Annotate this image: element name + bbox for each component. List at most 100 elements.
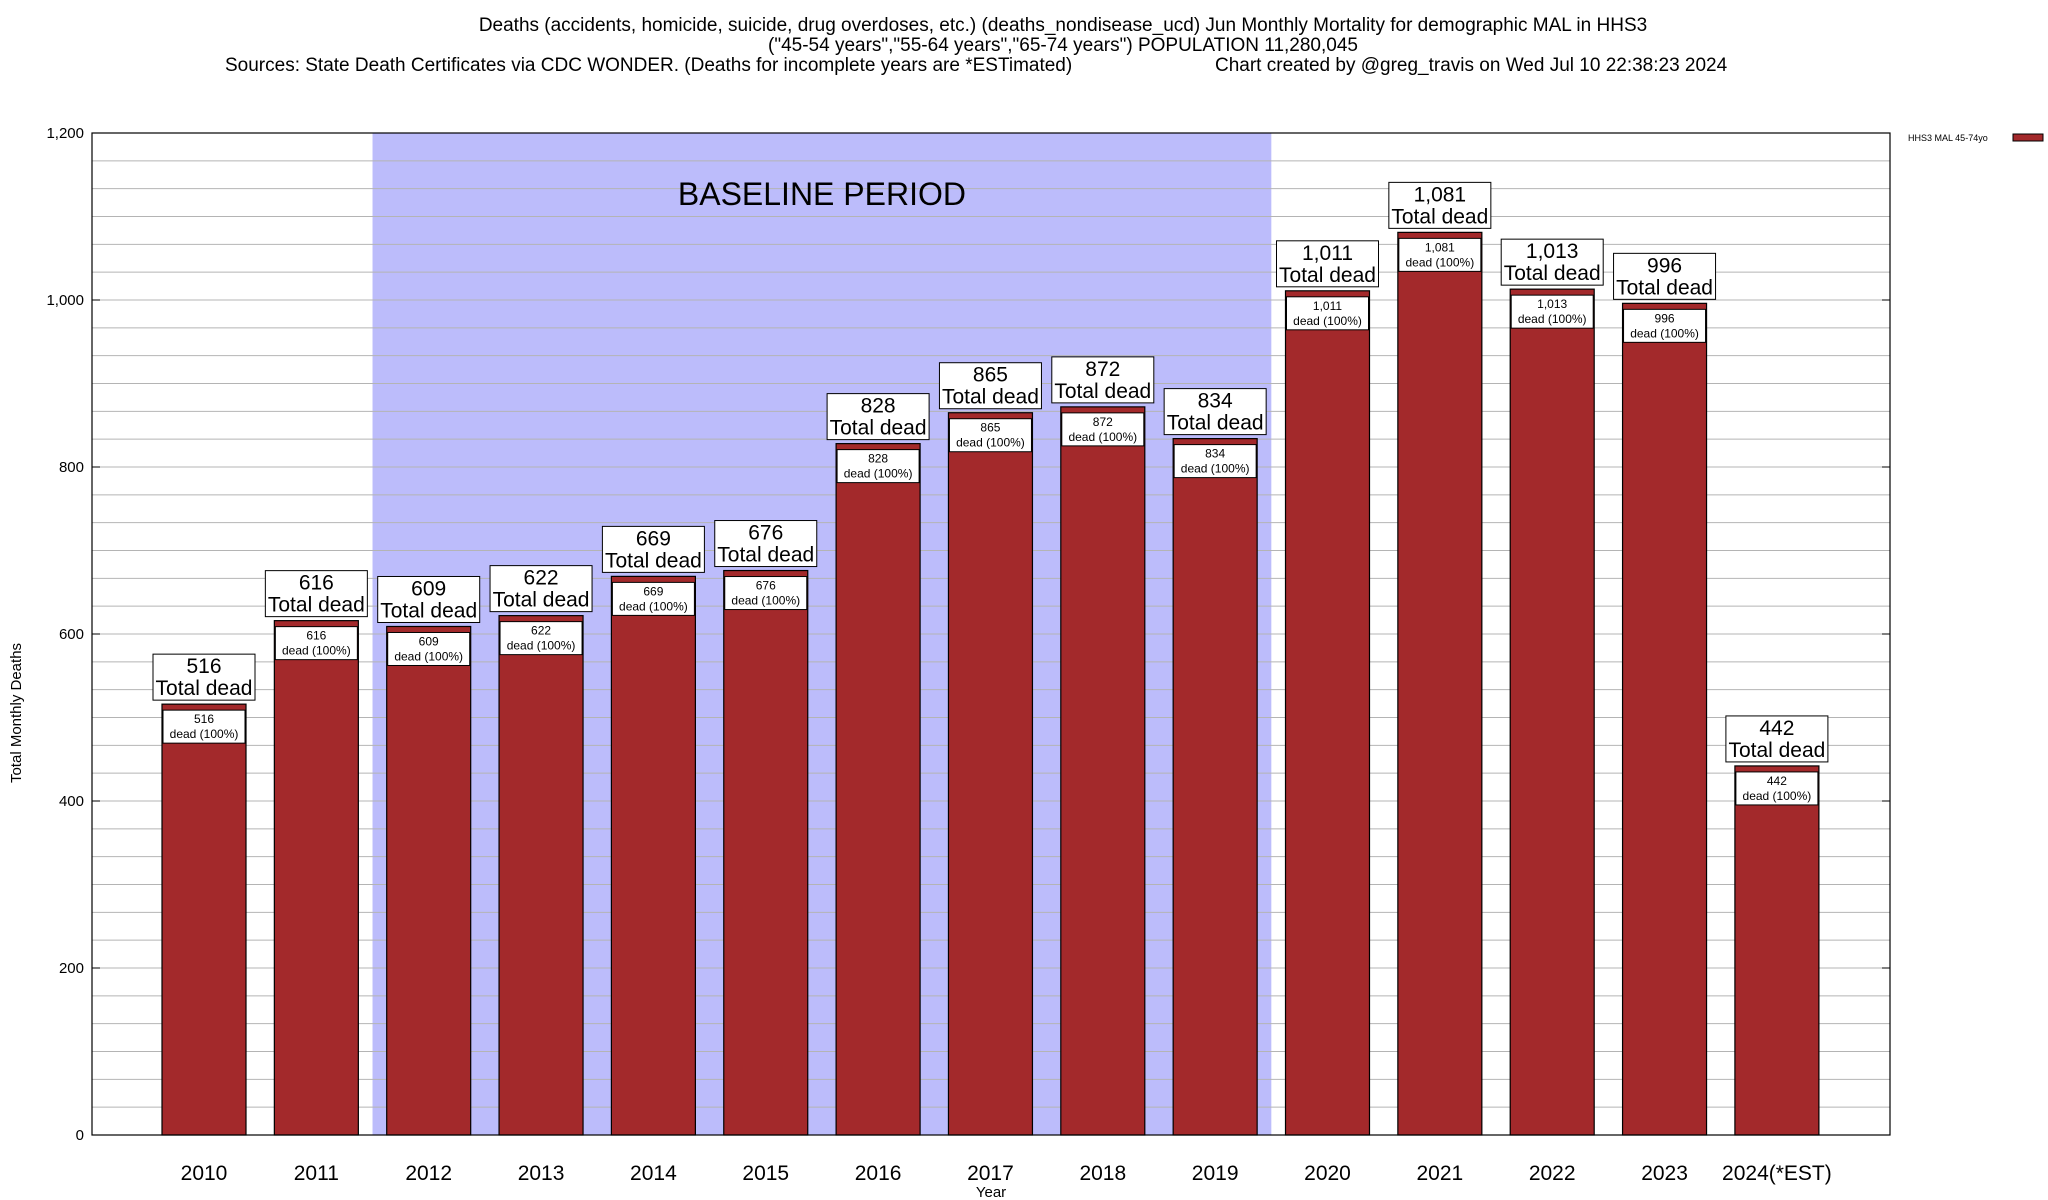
legend-swatch [2012,133,2044,142]
x-tick-label: 2024(*EST) [1722,1162,1832,1185]
small-sub-label: dead (100%) [1293,314,1362,328]
y-tick-label: 1,200 [46,125,84,142]
small-label-box [1735,771,1819,806]
x-tick-label: 2023 [1641,1162,1688,1185]
small-value-label: 516 [194,712,214,726]
bar-2020 [1284,290,1371,1136]
big-sub-label: Total dead [493,589,590,612]
small-value-label: 669 [643,584,663,598]
small-sub-label: dead (100%) [1181,462,1250,476]
big-sub-label: Total dead [717,544,814,567]
chart-sources: Sources: State Death Certificates via CD… [225,55,1072,76]
small-value-label: 1,081 [1425,240,1455,254]
bar-2022 [1509,288,1595,1136]
bar-2012 [386,625,472,1136]
small-value-label: 834 [1205,447,1225,461]
bar-2014 [610,575,697,1136]
x-axis-title: Year [976,1184,1006,1200]
big-sub-label: Total dead [268,594,365,617]
small-sub-label: dead (100%) [1630,326,1699,340]
big-value-label: 834 [1198,390,1233,413]
x-tick-label: 2020 [1304,1162,1351,1185]
big-sub-label: Total dead [1054,380,1151,403]
small-sub-label: dead (100%) [1405,255,1474,269]
big-label-box [601,525,705,573]
big-label-box [1163,388,1267,436]
legend: HHS3 MAL 45-74yo [1908,133,2044,143]
big-sub-label: Total dead [942,386,1039,409]
chart-subtitle: ("45-54 years","55-64 years","65-74 year… [768,35,1358,56]
legend-label: HHS3 MAL 45-74yo [1908,133,1988,143]
small-sub-label: dead (100%) [956,436,1025,450]
big-value-label: 622 [524,567,559,590]
big-label-box [826,393,930,441]
big-sub-label: Total dead [1504,262,1601,285]
big-value-label: 442 [1759,717,1794,740]
bar-2018 [1060,406,1146,1136]
small-sub-label: dead (100%) [394,649,463,663]
big-value-label: 616 [299,572,334,595]
small-label-box [499,621,583,656]
small-value-label: 609 [419,634,439,648]
y-tick-label: 200 [59,960,84,977]
small-value-label: 828 [868,452,888,466]
x-tick-label: 2022 [1529,1162,1576,1185]
big-sub-label: Total dead [1279,264,1376,287]
big-label-box [377,575,481,623]
x-tick-label: 2015 [742,1162,789,1185]
x-tick-label: 2021 [1416,1162,1463,1185]
big-value-label: 516 [186,655,221,678]
x-tick-label: 2014 [630,1162,677,1185]
big-sub-label: Total dead [830,417,927,440]
bar-2015 [723,569,809,1136]
big-label-box [714,520,818,568]
x-tick-label: 2011 [294,1162,339,1185]
y-tick-label: 0 [76,1127,84,1144]
chart-credit: Chart created by @greg_travis on Wed Jul… [1215,55,1728,76]
small-value-label: 622 [531,624,551,638]
big-sub-label: Total dead [605,549,702,572]
big-sub-label: Total dead [1391,205,1488,228]
big-sub-label: Total dead [1728,739,1825,762]
small-label-box [274,626,358,661]
bar-2017 [947,412,1034,1136]
x-tick-label: 2018 [1079,1162,1126,1185]
bar-2013 [498,615,584,1136]
small-sub-label: dead (100%) [1518,312,1587,326]
big-value-label: 1,011 [1302,242,1353,265]
big-sub-label: Total dead [1167,412,1264,435]
big-value-label: 828 [861,395,896,418]
big-label-box [264,570,368,618]
y-tick-label: 800 [59,459,84,476]
small-label-box [948,418,1032,453]
small-label-box [162,709,246,744]
small-value-label: 616 [306,629,326,643]
big-value-label: 676 [748,522,783,545]
y-tick-label: 1,000 [46,292,84,309]
big-label-box [489,565,593,613]
big-value-label: 1,081 [1414,183,1467,206]
small-label-box [1173,444,1257,479]
bar-2021 [1397,231,1483,1136]
big-label-box [1051,356,1155,404]
x-tick-label: 2012 [405,1162,452,1185]
bar-2023 [1621,302,1708,1136]
small-value-label: 865 [980,421,1000,435]
bar-2016 [835,443,921,1136]
big-value-label: 669 [636,527,671,550]
small-value-label: 1,013 [1537,297,1567,311]
big-sub-label: Total dead [156,677,253,700]
small-value-label: 442 [1767,774,1787,788]
y-tick-label: 400 [59,793,84,810]
small-value-label: 676 [756,579,776,593]
y-axis-title: Total Monthly Deaths [8,643,25,783]
big-value-label: 609 [411,577,446,600]
y-tick-label: 600 [59,626,84,643]
small-label-box [1398,237,1482,272]
small-value-label: 1,011 [1313,299,1342,313]
bar-2010 [161,703,247,1136]
small-sub-label: dead (100%) [507,639,576,653]
small-label-box [611,581,695,616]
big-sub-label: Total dead [1616,276,1713,299]
